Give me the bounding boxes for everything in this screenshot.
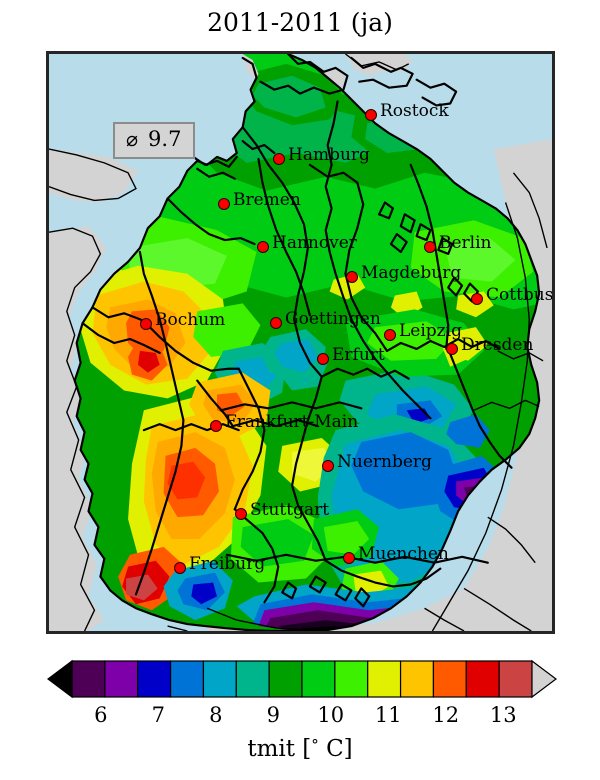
colorbar-band (268, 660, 303, 698)
temperature-map (49, 54, 552, 631)
colorbar-axis-label: tmit [° C] (247, 736, 353, 762)
political-borders (73, 54, 541, 631)
city-dot-icon (273, 153, 285, 165)
colorbar-over-arrow (531, 659, 557, 699)
city-dot-icon (317, 353, 329, 365)
city-dot-icon (424, 241, 436, 253)
colorbar-under-arrow (47, 659, 73, 699)
colorbar-tick: 9 (266, 703, 280, 727)
colorbar-band (465, 660, 500, 698)
city-label: Bochum (155, 310, 226, 330)
colorbar-band (334, 660, 369, 698)
city-dot-icon (384, 329, 396, 341)
colorbar-band (137, 660, 172, 698)
city-label: Magdeburg (361, 263, 462, 283)
colorbar-band (169, 660, 205, 698)
colorbar-tick: 10 (317, 703, 345, 727)
city-label: Rostock (380, 101, 449, 121)
colorbar-band (367, 660, 402, 698)
colorbar[interactable]: 6 7 8 9 10 11 12 13 tmit [° C] (0, 655, 600, 780)
colorbar-band (432, 660, 467, 698)
foreign-borders (49, 54, 548, 631)
colorbar-tick-labels: 6 7 8 9 10 11 12 13 (0, 703, 600, 733)
colorbar-tick: 8 (209, 703, 223, 727)
city-dot-icon (210, 420, 222, 432)
colorbar-band (104, 660, 139, 698)
city-dot-icon (346, 271, 358, 283)
city-label: Freiburg (189, 554, 266, 574)
city-dot-icon (257, 241, 269, 253)
city-dot-icon (218, 198, 230, 210)
colorbar-tick: 11 (374, 703, 402, 727)
city-dot-icon (446, 343, 458, 355)
colorbar-tick: 13 (489, 703, 517, 727)
city-label: Leipzig (399, 321, 462, 341)
city-label: Stuttgart (250, 500, 330, 520)
city-label: Erfurt (332, 345, 385, 365)
city-label: Frankfurt-Main (225, 412, 359, 432)
colorbar-band (71, 660, 106, 698)
mean-annotation-box: ⌀ 9.7 (113, 122, 196, 159)
colorbar-band (498, 660, 533, 698)
city-dot-icon (174, 562, 186, 574)
colorbar-band (399, 660, 435, 698)
city-label: Hannover (272, 233, 357, 253)
mean-value: 9.7 (148, 127, 182, 151)
city-dot-icon (322, 460, 334, 472)
city-label: Dresden (461, 335, 534, 355)
colorbar-band (235, 660, 270, 698)
colorbar-tick: 12 (432, 703, 460, 727)
colorbar-band (301, 660, 336, 698)
city-dot-icon (365, 109, 377, 121)
colorbar-tick: 6 (94, 703, 108, 727)
page-title: 2011-2011 (ja) (207, 8, 393, 37)
city-label: Bremen (233, 190, 301, 210)
colorbar-swatches (47, 659, 557, 699)
city-label: Berlin (439, 233, 492, 253)
mean-symbol: ⌀ (126, 127, 139, 151)
city-label: Muenchen (358, 544, 449, 564)
city-dot-icon (270, 317, 282, 329)
city-dot-icon (235, 508, 247, 520)
colorbar-band (202, 660, 237, 698)
city-dot-icon (140, 318, 152, 330)
city-label: Cottbus (486, 285, 554, 305)
temperature-field (74, 54, 540, 631)
colorbar-tick: 7 (151, 703, 165, 727)
city-dot-icon (471, 293, 483, 305)
map-axes[interactable]: ⌀ 9.7 Rostock Hamburg Bremen Hannover Berlin… (46, 51, 555, 634)
city-label: Hamburg (288, 145, 370, 165)
city-dot-icon (343, 552, 355, 564)
city-label: Nuernberg (337, 452, 432, 472)
city-label: Goettingen (285, 309, 381, 329)
